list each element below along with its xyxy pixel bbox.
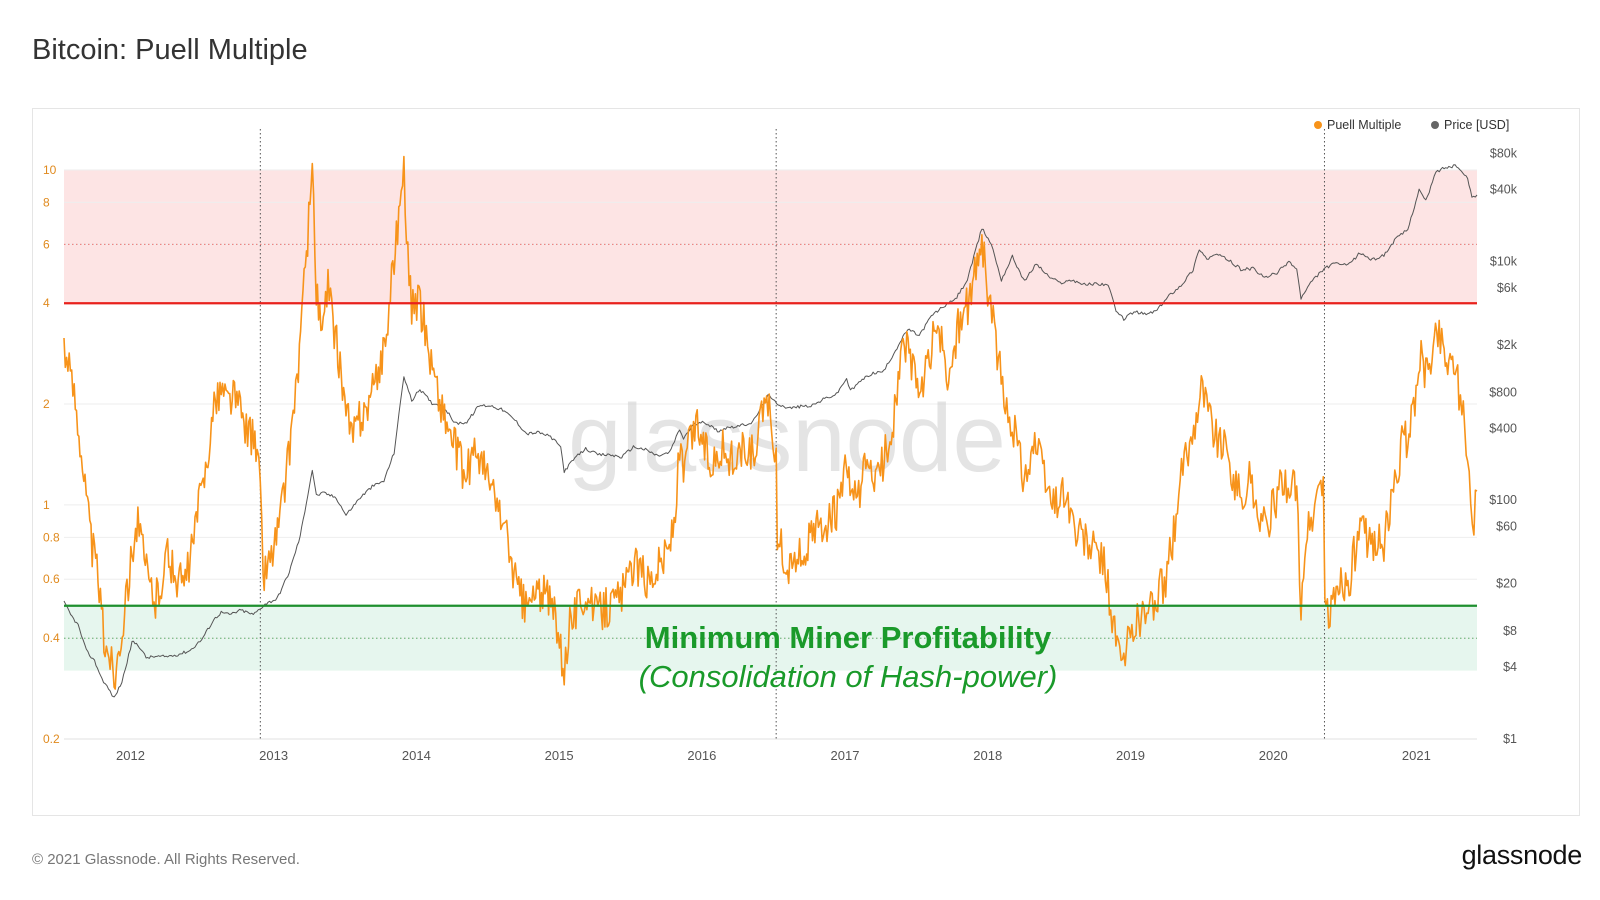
x-tick-label: 2016 bbox=[687, 748, 716, 763]
puell-line bbox=[63, 155, 1478, 690]
y-right-tick-label: $40k bbox=[1490, 183, 1518, 197]
x-tick-label: 2017 bbox=[831, 748, 860, 763]
y-left-tick-label: 0.2 bbox=[43, 732, 60, 746]
legend-entry[interactable]: Price [USD] bbox=[1444, 118, 1509, 132]
y-right-tick-label: $1 bbox=[1503, 732, 1517, 746]
y-left-tick-label: 0.8 bbox=[43, 530, 60, 544]
halving-lines bbox=[259, 129, 1325, 739]
y-left-tick-label: 4 bbox=[43, 296, 50, 310]
x-tick-label: 2014 bbox=[402, 748, 431, 763]
price-line bbox=[63, 164, 1478, 698]
x-tick-label: 2021 bbox=[1402, 748, 1431, 763]
y-right-tick-label: $400 bbox=[1489, 421, 1517, 435]
tick-labels: 0.2 0.4 0.6 0.8 1 2 4 6 8 10 $1 $4 $8 $20 $60 $100 $400 $… bbox=[43, 147, 1518, 763]
x-tick-label: 2018 bbox=[973, 748, 1002, 763]
y-left-tick-label: 10 bbox=[43, 163, 57, 177]
y-right-tick-label: $4 bbox=[1503, 660, 1517, 674]
y-right-tick-label: $80k bbox=[1490, 147, 1518, 161]
annotation-title: Minimum Miner Profitability bbox=[645, 620, 1052, 655]
x-tick-label: 2013 bbox=[259, 748, 288, 763]
legend-marker bbox=[1431, 121, 1439, 129]
glassnode-logo[interactable]: glassnode bbox=[1461, 840, 1583, 870]
y-right-tick-label: $60 bbox=[1496, 520, 1517, 534]
y-right-tick-label: $2k bbox=[1497, 338, 1518, 352]
threshold-lines bbox=[64, 302, 1477, 607]
chart-svg: glassnode 0.2 0.4 0.6 0.8 1 2 4 6 8 10 $1 $4 $8 $20 $6… bbox=[43, 118, 1518, 763]
x-tick-label: 2019 bbox=[1116, 748, 1145, 763]
y-right-tick-label: $10k bbox=[1490, 254, 1518, 268]
y-right-tick-label: $800 bbox=[1489, 385, 1517, 399]
x-tick-label: 2020 bbox=[1259, 748, 1288, 763]
y-left-tick-label: 0.4 bbox=[43, 631, 60, 645]
copyright: © 2021 Glassnode. All Rights Reserved. bbox=[32, 851, 300, 868]
y-right-tick-label: $20 bbox=[1496, 577, 1517, 591]
puell-series bbox=[63, 155, 1478, 690]
watermark: glassnode bbox=[568, 385, 1006, 492]
legend: Puell Multiple Price [USD] bbox=[1314, 118, 1509, 132]
y-right-tick-label: $6k bbox=[1497, 281, 1518, 295]
y-left-tick-label: 6 bbox=[43, 237, 50, 251]
y-left-tick-label: 8 bbox=[43, 195, 50, 209]
legend-entry[interactable]: Puell Multiple bbox=[1327, 118, 1401, 132]
annotation-layer: Minimum Miner Profitability (Consolidatio… bbox=[639, 620, 1058, 694]
legend-marker bbox=[1314, 121, 1322, 129]
x-tick-label: 2012 bbox=[116, 748, 145, 763]
y-left-tick-label: 1 bbox=[43, 498, 50, 512]
annotation-subtitle: (Consolidation of Hash-power) bbox=[639, 659, 1058, 694]
top-zone bbox=[64, 169, 1477, 304]
chart-frame: glassnode 0.2 0.4 0.6 0.8 1 2 4 6 8 10 $1 $4 $8 $20 $6… bbox=[32, 108, 1580, 816]
y-left-tick-label: 0.6 bbox=[43, 572, 60, 586]
y-left-tick-label: 2 bbox=[43, 397, 50, 411]
y-right-tick-label: $8 bbox=[1503, 624, 1517, 638]
y-right-tick-label: $100 bbox=[1489, 493, 1517, 507]
x-tick-label: 2015 bbox=[545, 748, 574, 763]
price-series bbox=[63, 164, 1478, 698]
page-title: Bitcoin: Puell Multiple bbox=[32, 34, 308, 66]
